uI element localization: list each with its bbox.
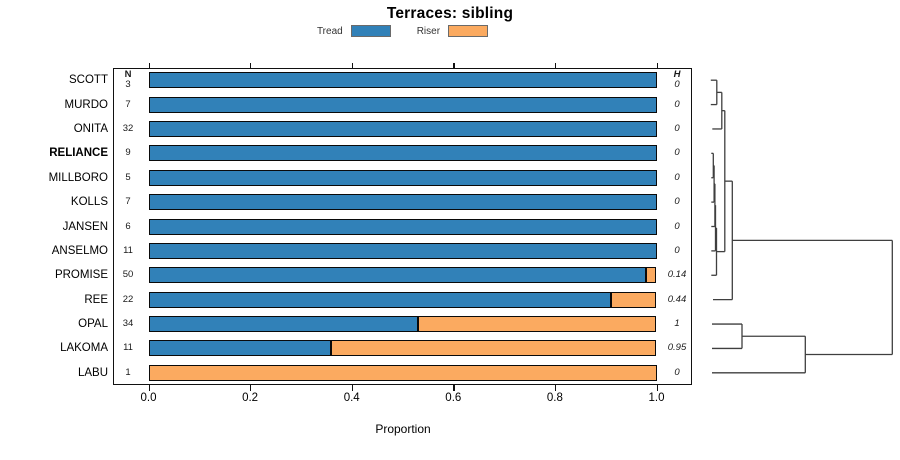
bar-row bbox=[148, 242, 657, 259]
x-tick-top bbox=[148, 62, 150, 68]
x-tick-label: 0.0 bbox=[140, 392, 157, 404]
x-tick-label: 0.6 bbox=[445, 392, 462, 404]
x-tick bbox=[453, 385, 455, 391]
riser-swatch-icon bbox=[448, 25, 489, 37]
n-value: 11 bbox=[123, 342, 133, 354]
x-tick-top bbox=[250, 62, 252, 68]
h-value: 0 bbox=[674, 196, 680, 208]
bar-segment-tread bbox=[148, 120, 657, 137]
x-tick-top bbox=[453, 62, 455, 68]
h-value: 0 bbox=[674, 171, 680, 183]
legend-label-riser: Riser bbox=[416, 25, 441, 37]
h-value: 0.14 bbox=[667, 269, 687, 281]
bar-row bbox=[148, 194, 657, 211]
x-tick bbox=[554, 385, 557, 391]
bar-row bbox=[148, 72, 657, 89]
h-value: 0 bbox=[674, 220, 680, 232]
n-value: 34 bbox=[122, 318, 134, 330]
h-value: 0 bbox=[674, 147, 680, 159]
row-label: RELIANCE bbox=[49, 147, 108, 160]
bar-row bbox=[148, 120, 657, 137]
legend-label-tread: Tread bbox=[316, 25, 343, 37]
legend-item-riser: Riser bbox=[416, 25, 489, 37]
h-value: 0 bbox=[674, 98, 680, 110]
h-value: 0 bbox=[674, 244, 680, 256]
bar-segment-riser bbox=[148, 364, 657, 381]
row-label: LAKOMA bbox=[60, 342, 108, 355]
chart-title: Terraces: sibling bbox=[386, 5, 514, 22]
x-tick bbox=[351, 385, 353, 391]
bar-row bbox=[148, 267, 657, 284]
row-label: KOLLS bbox=[70, 196, 108, 209]
x-tick bbox=[250, 385, 252, 391]
bar-row bbox=[148, 316, 657, 333]
bar-row bbox=[148, 364, 657, 381]
row-label: PROMISE bbox=[54, 269, 108, 282]
bar-segment-tread bbox=[148, 267, 647, 284]
n-value: 9 bbox=[125, 147, 131, 159]
n-value: 6 bbox=[125, 220, 131, 232]
legend: Tread Riser bbox=[113, 23, 692, 39]
h-value: 0 bbox=[674, 79, 680, 90]
bar-segment-tread bbox=[148, 169, 657, 186]
bar-row bbox=[148, 340, 657, 357]
h-column-header: H bbox=[673, 69, 681, 80]
bar-row bbox=[148, 96, 657, 113]
row-label: MILLBORO bbox=[48, 171, 108, 184]
bar-segment-tread bbox=[148, 291, 611, 308]
n-value: 3 bbox=[125, 79, 131, 90]
h-value: 0.44 bbox=[667, 293, 687, 305]
n-value: 5 bbox=[125, 171, 131, 183]
bar-segment-tread bbox=[148, 242, 657, 259]
n-value: 7 bbox=[125, 98, 131, 110]
row-label: SCOTT bbox=[69, 74, 108, 87]
x-axis-title: Proportion bbox=[375, 422, 431, 436]
n-column-header: N bbox=[124, 69, 132, 80]
bar-row bbox=[148, 169, 657, 186]
row-label: LABU bbox=[77, 366, 108, 379]
bar-row bbox=[148, 145, 657, 162]
n-value: 11 bbox=[123, 244, 133, 256]
x-tick-label: 0.8 bbox=[546, 392, 563, 404]
x-tick-top bbox=[554, 62, 557, 68]
row-label: REE bbox=[84, 293, 108, 306]
x-tick bbox=[148, 385, 150, 391]
n-value: 7 bbox=[125, 196, 131, 208]
bar-row bbox=[148, 291, 657, 308]
bar-row bbox=[148, 218, 657, 235]
n-value: 1 bbox=[125, 366, 131, 378]
bar-segment-tread bbox=[148, 96, 657, 113]
n-value: 50 bbox=[122, 269, 134, 281]
bar-segment-tread bbox=[148, 316, 418, 333]
bar-segment-tread bbox=[148, 218, 657, 235]
x-tick-top bbox=[351, 62, 353, 68]
bar-segment-tread bbox=[148, 145, 657, 162]
row-label: OPAL bbox=[78, 318, 108, 331]
n-value: 22 bbox=[122, 293, 134, 305]
h-value: 1 bbox=[674, 318, 680, 330]
row-label: JANSEN bbox=[62, 220, 108, 233]
bar-segment-riser bbox=[610, 291, 657, 308]
bar-segment-riser bbox=[646, 267, 657, 284]
bar-segment-riser bbox=[417, 316, 657, 333]
x-tick-label: 1.0 bbox=[648, 392, 665, 404]
x-tick-label: 0.2 bbox=[242, 392, 259, 404]
bar-segment-riser bbox=[331, 340, 657, 357]
n-value: 32 bbox=[122, 122, 134, 134]
x-tick-label: 0.4 bbox=[343, 392, 360, 404]
h-value: 0.95 bbox=[667, 342, 687, 354]
h-value: 0 bbox=[674, 366, 680, 378]
bar-segment-tread bbox=[148, 72, 657, 89]
x-tick-top bbox=[656, 62, 658, 68]
h-value: 0 bbox=[674, 122, 680, 134]
tread-swatch-icon bbox=[350, 25, 391, 37]
legend-item-tread: Tread bbox=[317, 25, 391, 37]
bar-segment-tread bbox=[148, 194, 657, 211]
row-label: ANSELMO bbox=[51, 244, 108, 257]
bar-segment-tread bbox=[148, 340, 332, 357]
row-label: ONITA bbox=[73, 122, 108, 135]
row-label: MURDO bbox=[64, 98, 108, 111]
x-tick bbox=[656, 385, 658, 391]
